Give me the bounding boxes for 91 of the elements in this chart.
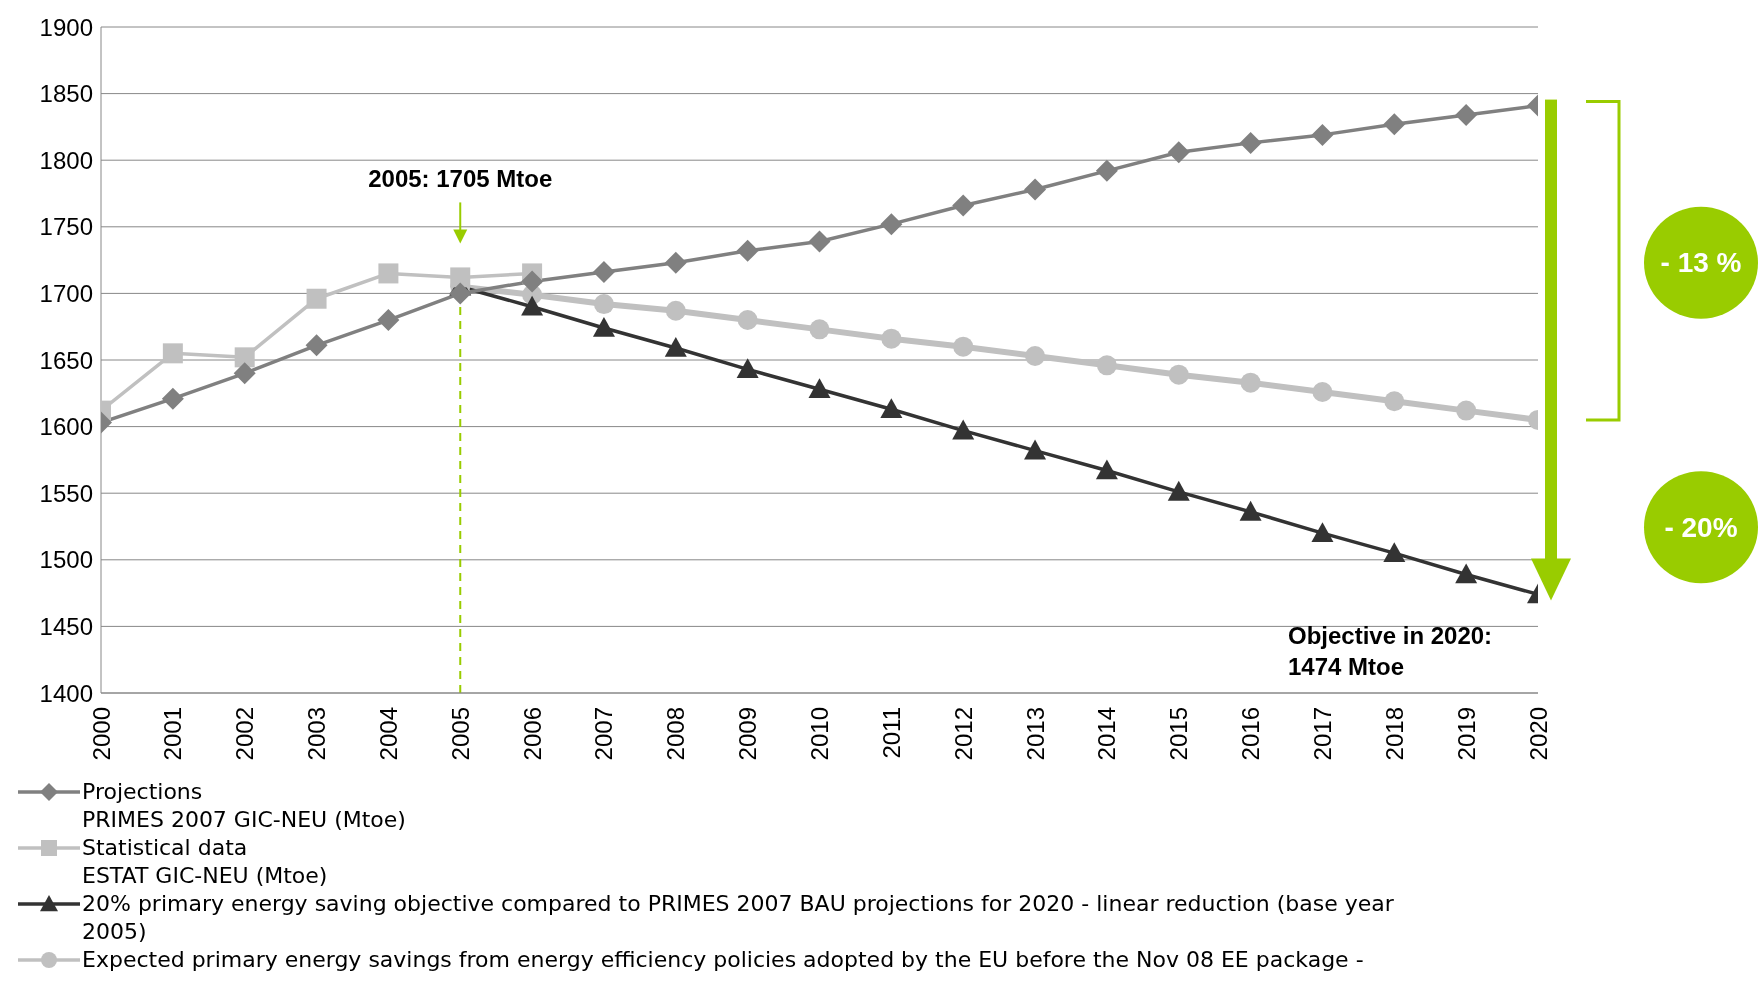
point xyxy=(1312,381,1333,402)
annotation: 2005: 1705 Mtoe xyxy=(368,165,553,193)
legend-label: Projections PRIMES 2007 GIC-NEU (Mtoe) xyxy=(82,778,406,834)
point xyxy=(1024,178,1047,201)
point xyxy=(378,263,399,284)
x-tick-label: 2009 xyxy=(734,707,762,761)
x-tick-label: 2014 xyxy=(1093,707,1121,761)
point xyxy=(377,309,400,332)
point xyxy=(521,295,544,316)
point xyxy=(808,230,831,253)
x-tick-label: 2007 xyxy=(590,707,618,761)
x-tick-label: 2005 xyxy=(446,707,474,761)
point xyxy=(664,337,687,357)
point xyxy=(1025,346,1046,366)
point xyxy=(1311,522,1334,542)
point xyxy=(1455,103,1478,126)
point xyxy=(880,398,903,419)
y-tick-label: 1900 xyxy=(39,13,93,41)
point xyxy=(808,378,831,399)
point xyxy=(1167,480,1190,501)
y-tick-label: 1600 xyxy=(39,413,93,441)
point xyxy=(736,239,759,262)
point xyxy=(305,334,328,357)
point xyxy=(1384,391,1405,412)
legend-label: 20% primary energy saving objective compared to PRIMES 2007 BAU projections for 2020 - linear reduction (base year 2005) xyxy=(82,890,1394,946)
x-tick-label: 2004 xyxy=(374,707,402,761)
x-tick-label: 2006 xyxy=(518,707,546,761)
point xyxy=(953,336,974,357)
point xyxy=(592,261,615,284)
x-tick-label: 2010 xyxy=(806,707,833,761)
point xyxy=(162,343,183,364)
point xyxy=(880,213,903,236)
point xyxy=(1096,355,1117,376)
point xyxy=(1168,364,1189,385)
point xyxy=(1311,123,1334,146)
point xyxy=(1167,141,1190,164)
point xyxy=(593,294,614,315)
point xyxy=(592,317,615,337)
point xyxy=(161,387,184,410)
x-tick-label: 2001 xyxy=(159,707,187,761)
point xyxy=(1095,159,1118,182)
point xyxy=(1240,372,1261,393)
y-tick-label: 1450 xyxy=(39,612,93,640)
x-tick-label: 2011 xyxy=(877,707,905,759)
x-tick-label: 2016 xyxy=(1237,707,1265,761)
text: - 13 % xyxy=(1660,247,1742,279)
x-tick-label: 2015 xyxy=(1165,707,1193,761)
x-tick-label: 2017 xyxy=(1308,707,1336,761)
point xyxy=(233,362,256,385)
text: - 20% xyxy=(1664,511,1738,543)
point xyxy=(1383,113,1406,136)
x-tick-label: 2012 xyxy=(949,707,977,761)
point xyxy=(1095,459,1118,480)
point xyxy=(952,194,975,217)
x-tick-label: 2019 xyxy=(1452,707,1480,761)
x-tick-label: 2003 xyxy=(303,707,331,761)
point xyxy=(736,358,759,379)
point xyxy=(881,328,902,349)
point xyxy=(809,319,830,340)
y-tick-label: 1700 xyxy=(39,279,93,307)
legend-label: Statistical data ESTAT GIC-NEU (Mtoe) xyxy=(82,834,328,890)
x-tick-label: 2000 xyxy=(87,707,115,761)
y-tick-label: 1650 xyxy=(39,346,93,374)
point xyxy=(952,419,975,440)
x-tick-label: 2013 xyxy=(1021,707,1049,761)
y-tick-label: 1500 xyxy=(39,546,93,574)
point xyxy=(1024,439,1047,460)
point xyxy=(1383,542,1406,562)
x-tick-label: 2020 xyxy=(1524,707,1552,761)
point xyxy=(449,282,472,305)
point xyxy=(1456,400,1477,421)
x-tick-label: 2018 xyxy=(1380,707,1408,761)
point xyxy=(665,300,686,321)
x-tick-label: 2002 xyxy=(231,707,259,761)
point xyxy=(450,267,471,288)
point xyxy=(1239,500,1262,521)
point xyxy=(521,270,544,293)
y-tick-label: 1550 xyxy=(39,479,93,507)
legend-label: Expected primary energy savings from energy efficiency policies adopted by the EU before the Nov 08 EE package - xyxy=(82,946,1364,974)
y-tick-label: 1400 xyxy=(39,679,93,707)
point xyxy=(1455,563,1478,584)
point xyxy=(1239,131,1262,154)
point xyxy=(234,347,255,368)
annotation: Objective in 2020: 1474 Mtoe xyxy=(1288,622,1493,681)
y-tick-label: 1850 xyxy=(39,80,93,108)
point xyxy=(664,251,687,274)
y-tick-label: 1800 xyxy=(39,146,93,174)
point xyxy=(306,288,327,309)
y-tick-label: 1750 xyxy=(39,213,93,241)
point xyxy=(737,310,758,331)
x-tick-label: 2008 xyxy=(662,707,690,761)
